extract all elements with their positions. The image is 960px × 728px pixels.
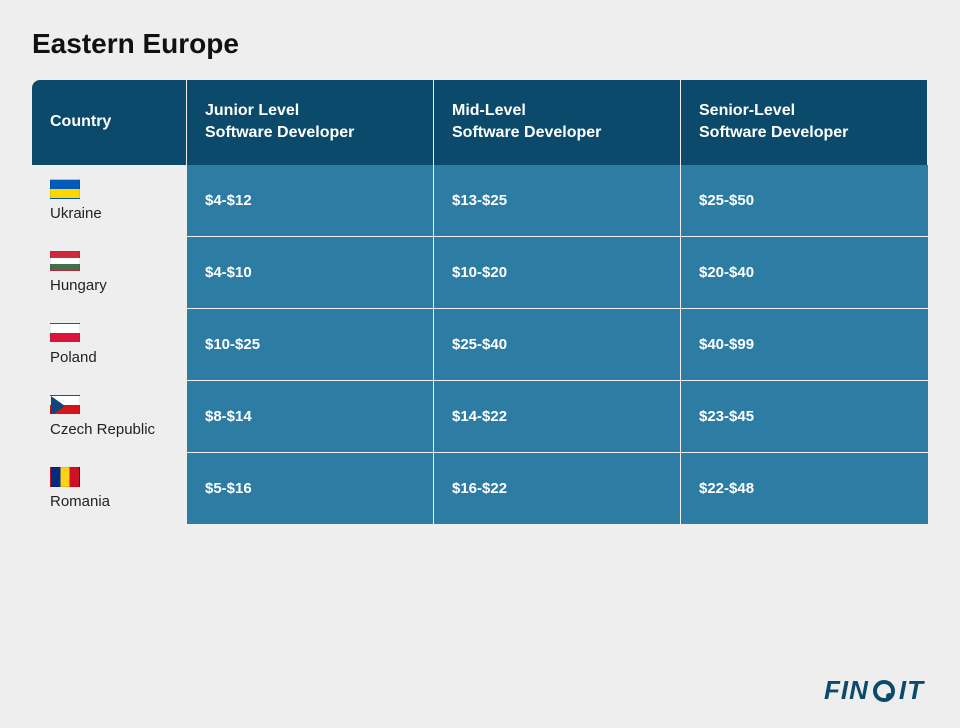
country-label: Poland	[50, 349, 97, 366]
rate-mid: $14-$22	[434, 381, 681, 453]
country-label: Romania	[50, 493, 110, 510]
rate-senior: $25-$50	[681, 165, 928, 237]
rate-mid: $10-$20	[434, 237, 681, 309]
country-cell: Hungary	[32, 237, 187, 309]
flag-icon	[50, 467, 80, 487]
column-header-junior: Junior LevelSoftware Developer	[187, 80, 434, 165]
pricing-table: Country Junior LevelSoftware Developer M…	[32, 80, 928, 525]
rate-senior: $20-$40	[681, 237, 928, 309]
country-cell: Czech Republic	[32, 381, 187, 453]
country-label: Ukraine	[50, 205, 102, 222]
country-cell: Poland	[32, 309, 187, 381]
rate-junior: $4-$12	[187, 165, 434, 237]
country-label: Hungary	[50, 277, 107, 294]
column-header-senior: Senior-LevelSoftware Developer	[681, 80, 928, 165]
flag-icon	[50, 179, 80, 199]
column-header-country: Country	[32, 80, 187, 165]
rate-junior: $10-$25	[187, 309, 434, 381]
page-title: Eastern Europe	[32, 28, 928, 60]
flag-icon	[50, 395, 80, 415]
rate-junior: $4-$10	[187, 237, 434, 309]
country-cell: Ukraine	[32, 165, 187, 237]
logo-text-part1: FIN	[824, 675, 869, 706]
country-label: Czech Republic	[50, 421, 155, 438]
logo-circle-icon	[873, 680, 895, 702]
brand-logo: FIN IT	[824, 675, 924, 706]
logo-text-part2: IT	[899, 675, 924, 706]
rate-mid: $25-$40	[434, 309, 681, 381]
rate-senior: $23-$45	[681, 381, 928, 453]
country-cell: Romania	[32, 453, 187, 525]
column-header-mid: Mid-LevelSoftware Developer	[434, 80, 681, 165]
flag-icon	[50, 323, 80, 343]
rate-senior: $22-$48	[681, 453, 928, 525]
rate-mid: $16-$22	[434, 453, 681, 525]
rate-junior: $8-$14	[187, 381, 434, 453]
rate-mid: $13-$25	[434, 165, 681, 237]
rate-junior: $5-$16	[187, 453, 434, 525]
rate-senior: $40-$99	[681, 309, 928, 381]
flag-icon	[50, 251, 80, 271]
